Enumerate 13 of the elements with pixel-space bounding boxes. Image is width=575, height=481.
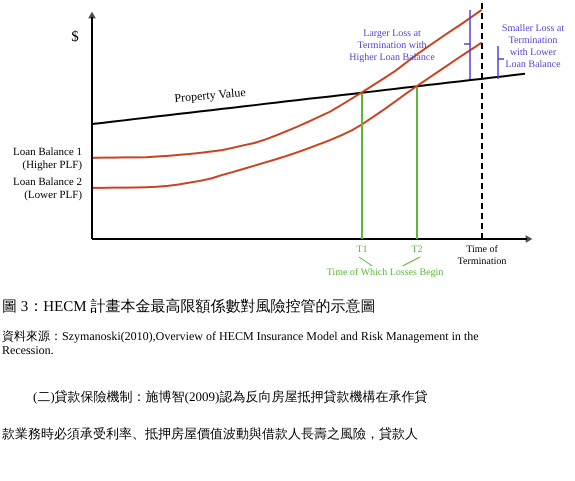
- text: (二)貸款保險機制：施博智(2009)認為反向房屋抵押貸款機構在承作貸: [33, 389, 428, 404]
- text: Time of Termination: [458, 244, 506, 267]
- series-label: Property Value: [174, 84, 246, 106]
- text: 圖 3：HECM 計畫本金最高限額係數對風險控管的示意圖: [2, 298, 376, 315]
- text: Time of Which Losses Begin: [326, 267, 444, 278]
- series-label: Loan Balance 2 (Lower PLF): [12, 176, 82, 201]
- text: 款業務時必須承受利率、抵押房屋價值波動與借款人長壽之風險，貸款人: [2, 426, 418, 441]
- text: T1: [356, 244, 368, 255]
- y-axis-title: $: [71, 29, 80, 45]
- text: T2: [411, 244, 423, 255]
- source-note: 資料來源：Szymanoski(2010),Overview of HECM Insurance Model and Risk Management in the Recession.: [2, 329, 479, 357]
- annotation: Smaller Loss at Termination with Lower Loan Balance: [502, 23, 564, 70]
- series-label: Loan Balance 1 (Higher PLF): [12, 146, 82, 171]
